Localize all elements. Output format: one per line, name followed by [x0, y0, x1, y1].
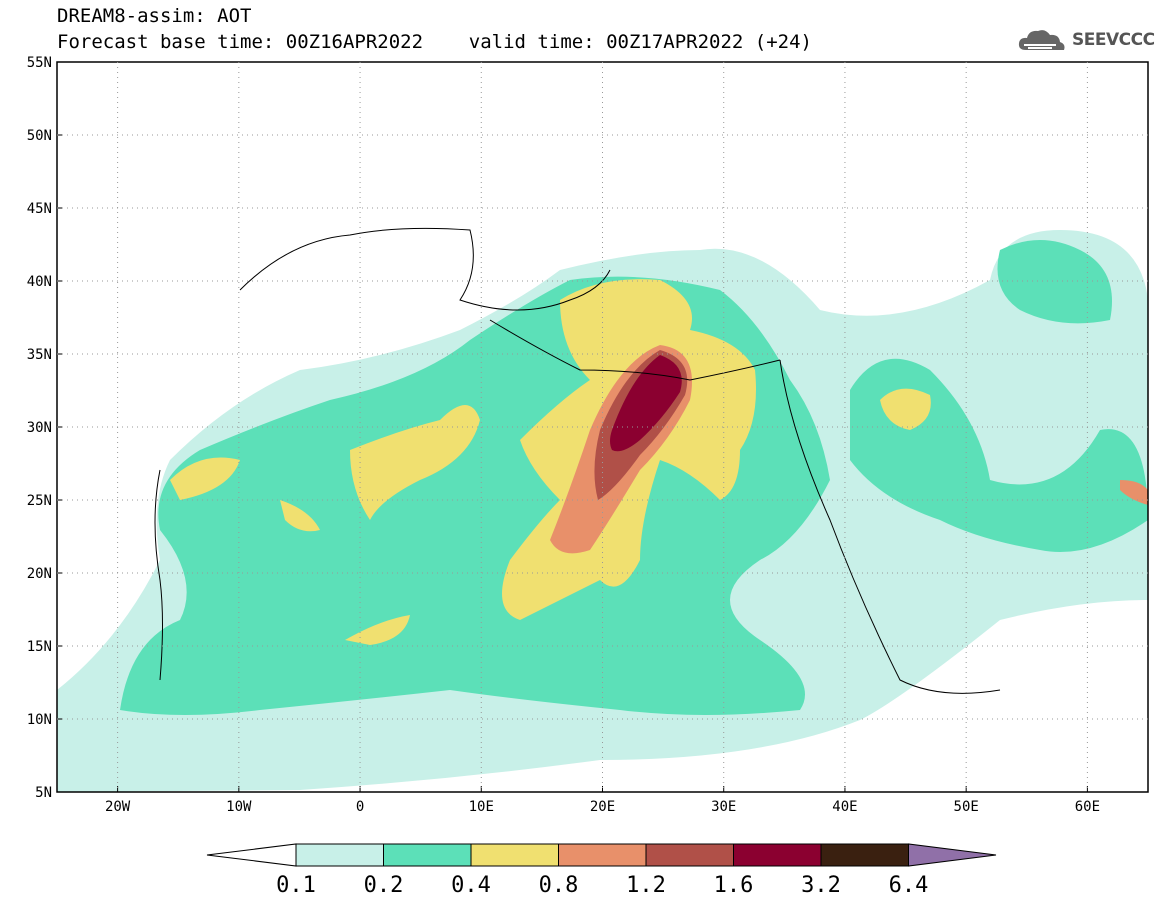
colorbar-segment: [558, 843, 647, 867]
lon-tick-label: 20E: [590, 799, 615, 815]
colorbar-segment: [733, 843, 822, 867]
lat-tick-label: 15N: [27, 639, 52, 655]
lat-tick-label: 25N: [27, 493, 52, 509]
longitude-labels: 20W 10W 0 10E 20E 30E 40E 50E 60E: [105, 786, 1100, 815]
lon-tick-label: 40E: [832, 799, 857, 815]
lon-tick-label: 30E: [711, 799, 736, 815]
chart-title: DREAM8-assim: AOT: [57, 5, 252, 27]
lon-tick-label: 20W: [105, 799, 131, 815]
colorbar-label: 0.1: [276, 873, 316, 898]
gridlines: [57, 62, 1148, 792]
colorbar-label: 0.8: [539, 873, 579, 898]
colorbar-under-triangle: [206, 843, 297, 867]
latitude-labels: 55N 50N 45N 40N 35N 30N 25N 20N 15N 10N 5N: [27, 55, 63, 801]
colorbar-segment: [470, 843, 559, 867]
lon-tick-label: 60E: [1075, 799, 1100, 815]
lat-tick-label: 40N: [27, 274, 52, 290]
colorbar-segment: [383, 843, 472, 867]
colorbar-label: 0.2: [364, 873, 404, 898]
colorbar: 0.1 0.2 0.4 0.8 1.2 1.6 3.2 6.4: [206, 843, 997, 898]
lat-tick-label: 5N: [35, 785, 52, 801]
lat-tick-label: 55N: [27, 55, 52, 71]
colorbar-label: 1.2: [626, 873, 666, 898]
colorbar-over-triangle: [908, 843, 997, 867]
lon-tick-label: 0: [356, 799, 364, 815]
colorbar-label: 3.2: [801, 873, 841, 898]
lat-tick-label: 20N: [27, 566, 52, 582]
chart-subtitle: Forecast base time: 00Z16APR2022 valid t…: [57, 31, 812, 53]
colorbar-label: 6.4: [889, 873, 929, 898]
lon-tick-label: 10W: [226, 799, 252, 815]
lon-tick-label: 50E: [954, 799, 979, 815]
map-plot-area: [57, 230, 1148, 792]
colorbar-segment: [645, 843, 734, 867]
lat-tick-label: 30N: [27, 420, 52, 436]
lat-tick-label: 45N: [27, 201, 52, 217]
cloud-logo-icon: [1018, 30, 1065, 50]
logo-text: SEEVCCC: [1072, 30, 1155, 50]
colorbar-label: 0.4: [451, 873, 491, 898]
colorbar-label: 1.6: [714, 873, 754, 898]
colorbar-segment: [295, 843, 384, 867]
colorbar-segment: [820, 843, 909, 867]
lat-tick-label: 10N: [27, 712, 52, 728]
lat-tick-label: 35N: [27, 347, 52, 363]
seevccc-logo: SEEVCCC: [1016, 26, 1155, 54]
lon-tick-label: 10E: [469, 799, 494, 815]
lat-tick-label: 50N: [27, 128, 52, 144]
